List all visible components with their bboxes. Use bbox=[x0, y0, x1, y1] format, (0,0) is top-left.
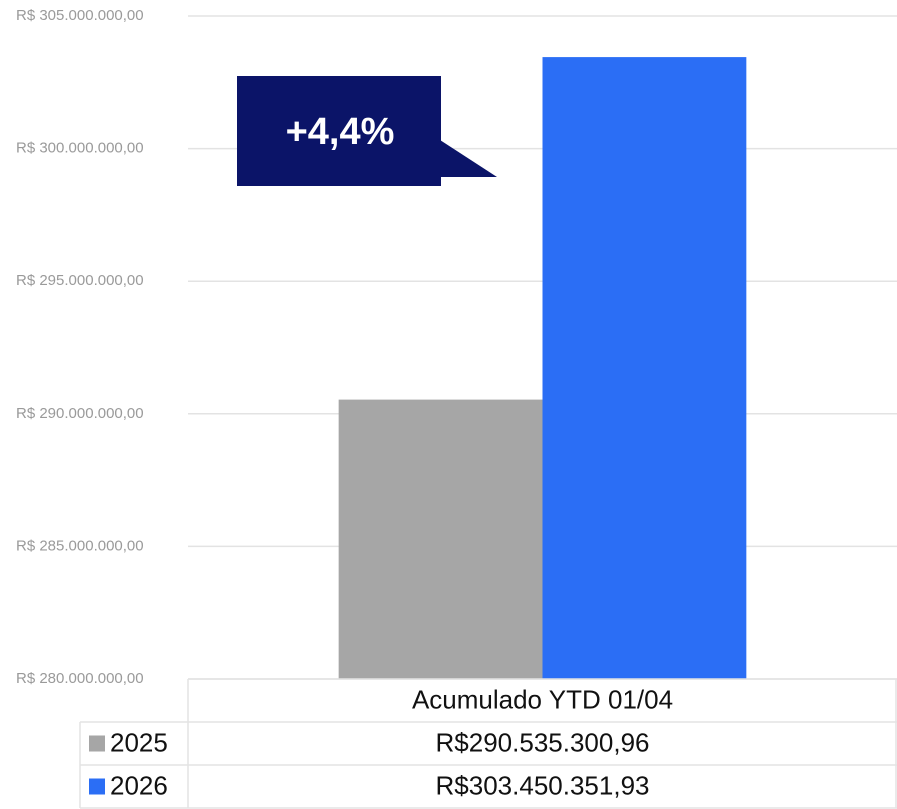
callout: +4,4% bbox=[237, 76, 497, 186]
callout-box bbox=[237, 76, 441, 186]
legend-label: 2026 bbox=[110, 770, 168, 800]
y-tick-label: R$ 290.000.000,00 bbox=[16, 405, 144, 422]
y-tick-label: R$ 305.000.000,00 bbox=[16, 7, 144, 24]
y-tick-label: R$ 285.000.000,00 bbox=[16, 537, 144, 554]
legend-swatch bbox=[89, 778, 105, 795]
legend-swatch bbox=[89, 735, 105, 752]
bar bbox=[338, 399, 543, 679]
y-tick-label: R$ 280.000.000,00 bbox=[16, 670, 144, 687]
y-tick-label: R$ 295.000.000,00 bbox=[16, 272, 144, 289]
x-tick-label: Acumulado YTD 01/04 bbox=[412, 684, 673, 714]
bar bbox=[542, 57, 747, 679]
callout-tail bbox=[440, 140, 497, 177]
annotation: +4,4% bbox=[286, 111, 395, 153]
y-tick-label: R$ 300.000.000,00 bbox=[16, 140, 144, 157]
legend-label: 2025 bbox=[110, 727, 168, 757]
data-label: R$290.535.300,96 bbox=[436, 727, 650, 757]
data-label: R$303.450.351,93 bbox=[436, 770, 650, 800]
